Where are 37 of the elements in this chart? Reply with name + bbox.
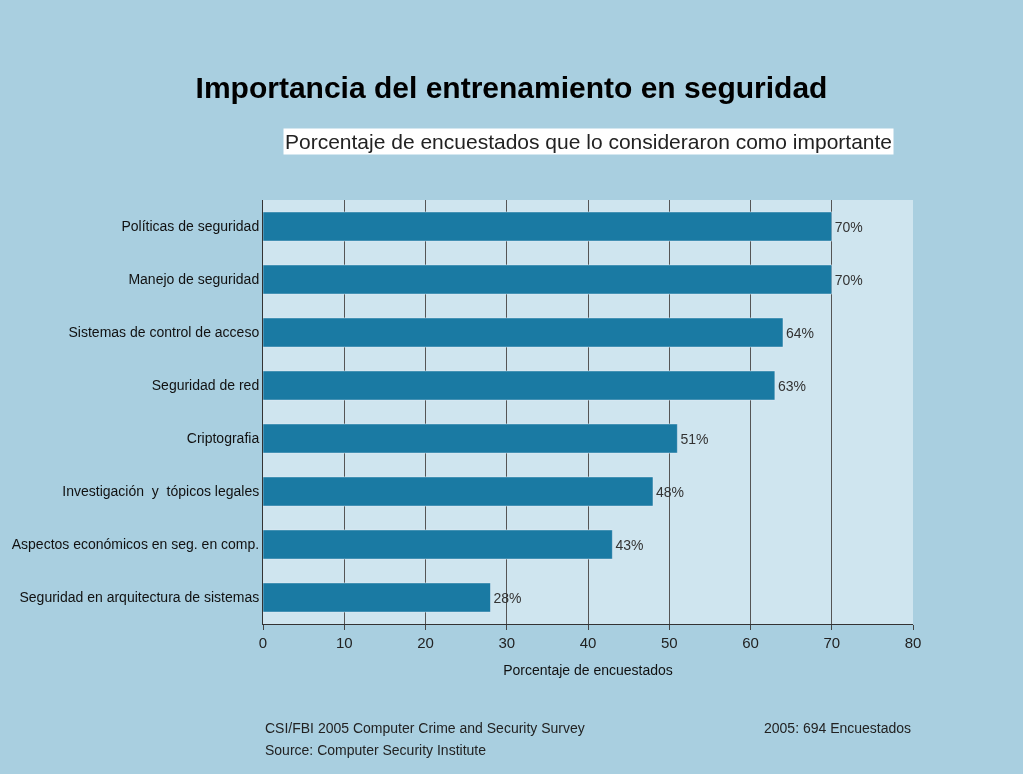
y-tick-label: Políticas de seguridad <box>121 218 260 235</box>
text: CSI/FBI 2005 Computer Crime and Security Survey <box>265 720 585 736</box>
x-tick-label: 70 <box>823 634 841 651</box>
x-tick-label: 0 <box>258 634 268 651</box>
source-note: Source: Computer Security Institute <box>265 742 487 758</box>
bar <box>263 370 776 401</box>
bar <box>263 211 832 242</box>
data-label: 70% <box>834 271 863 288</box>
chart-subtitle: Porcentaje de encuestados que lo consideraron como importante <box>285 130 893 153</box>
y-tick-label: Aspectos económicos en seg. en comp. <box>11 536 260 553</box>
data-label: 43% <box>615 536 644 553</box>
text: 2005: 694 Encuestados <box>764 720 912 736</box>
x-axis-title: Porcentaje de encuestados <box>503 662 673 679</box>
x-tick-label: 60 <box>742 634 759 651</box>
x-tick-label: 40 <box>579 634 597 651</box>
data-label: 70% <box>834 218 863 235</box>
y-tick-label: Seguridad de red <box>151 377 260 394</box>
bar <box>263 582 491 613</box>
y-tick-label: Investigación y tópicos legales <box>62 483 260 500</box>
data-label: 51% <box>680 430 709 447</box>
x-tick-label: 10 <box>335 634 353 651</box>
bar <box>263 264 832 295</box>
x-tick-label: 50 <box>660 634 678 651</box>
data-label: 63% <box>777 377 806 394</box>
bar <box>263 476 654 507</box>
bar <box>263 529 613 560</box>
bar <box>263 317 784 348</box>
y-tick-label: Seguridad en arquitectura de sistemas <box>19 589 260 606</box>
y-tick-label: Sistemas de control de acceso <box>68 324 260 341</box>
data-label: 64% <box>786 324 815 341</box>
y-tick-label: Manejo de seguridad <box>128 271 260 288</box>
bar <box>263 423 678 454</box>
x-tick-label: 30 <box>498 634 516 651</box>
y-tick-label: Criptografia <box>186 430 260 447</box>
x-tick-label: 20 <box>417 634 434 651</box>
x-tick-label: 80 <box>904 634 922 651</box>
chart-title: Importancia del entrenamiento en seguridad <box>195 71 828 105</box>
